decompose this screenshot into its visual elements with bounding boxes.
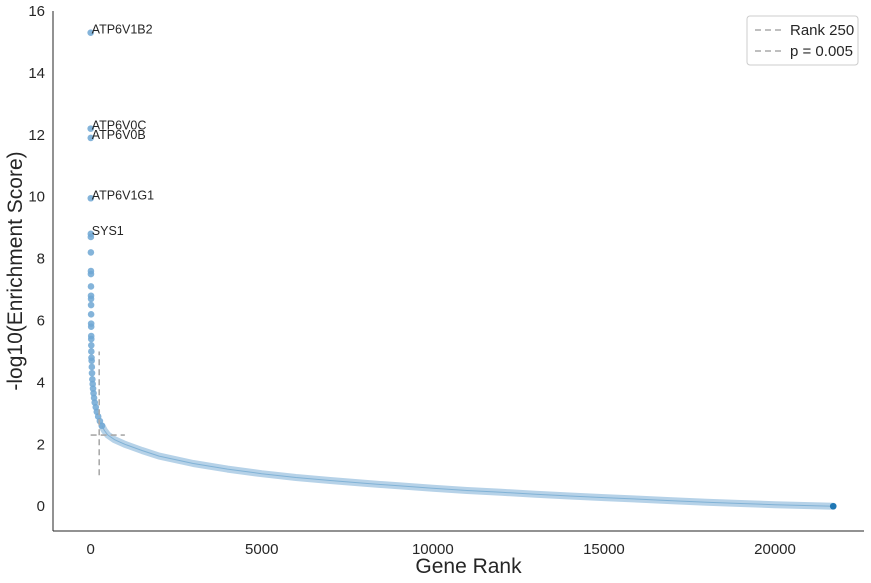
- data-point: [87, 323, 95, 331]
- y-tick-label: 0: [37, 498, 45, 515]
- x-axis-label: Gene Rank: [415, 555, 522, 578]
- x-tick-label: 5000: [245, 541, 278, 558]
- gene-annotation: ATP6V1G1: [92, 188, 154, 202]
- data-point: [87, 125, 95, 132]
- data-point: [87, 249, 95, 256]
- data-point: [88, 348, 95, 355]
- data-point: [87, 335, 95, 343]
- gene-annotation: SYS1: [92, 224, 124, 238]
- data-point: [88, 369, 96, 377]
- data-point: [87, 341, 95, 349]
- legend-label: Rank 250: [790, 22, 854, 39]
- data-point: [87, 194, 95, 202]
- x-tick-label: 0: [86, 541, 94, 558]
- data-point: [98, 422, 106, 430]
- dense-points-edge: [101, 425, 834, 507]
- y-tick-label: 10: [28, 189, 45, 206]
- legend-box: [746, 15, 859, 66]
- legend-label: p = 0.005: [790, 43, 853, 60]
- gene-annotation: ATP6V1B2: [92, 23, 153, 37]
- x-tick-label: 15000: [583, 541, 625, 558]
- y-axis-label: -log10(Enrichment Score): [4, 151, 27, 390]
- data-point: [87, 270, 95, 278]
- data-point: [87, 295, 95, 303]
- data-point: [87, 233, 95, 241]
- axes: 0 5000 10000 15000 20000 0 2 4 6 8 10 12 14 16 Gene Ra…: [4, 3, 864, 578]
- data-point: [87, 301, 95, 309]
- data-point: [87, 311, 95, 318]
- x-tick-label: 10000: [412, 541, 454, 558]
- data-point: [87, 283, 95, 290]
- data-point: [88, 357, 95, 365]
- data-point: [87, 134, 95, 142]
- gene-annotation: ATP6V0C: [92, 119, 147, 133]
- data-point: [829, 502, 837, 510]
- y-tick-label: 14: [28, 65, 45, 82]
- dense-points-band: [98, 422, 837, 510]
- y-tick-label: 6: [37, 313, 45, 330]
- y-tick-label: 2: [37, 436, 45, 453]
- y-tick-label: 4: [37, 374, 45, 391]
- x-tick-label: 20000: [754, 541, 796, 558]
- legend: Rank 250 p = 0.005: [746, 15, 859, 66]
- y-tick-label: 8: [37, 251, 45, 268]
- y-tick-label: 16: [28, 3, 45, 20]
- data-point: [87, 29, 94, 36]
- gene-annotation: ATP6V0B: [92, 128, 146, 142]
- data-point: [88, 363, 96, 371]
- y-tick-label: 12: [28, 127, 45, 144]
